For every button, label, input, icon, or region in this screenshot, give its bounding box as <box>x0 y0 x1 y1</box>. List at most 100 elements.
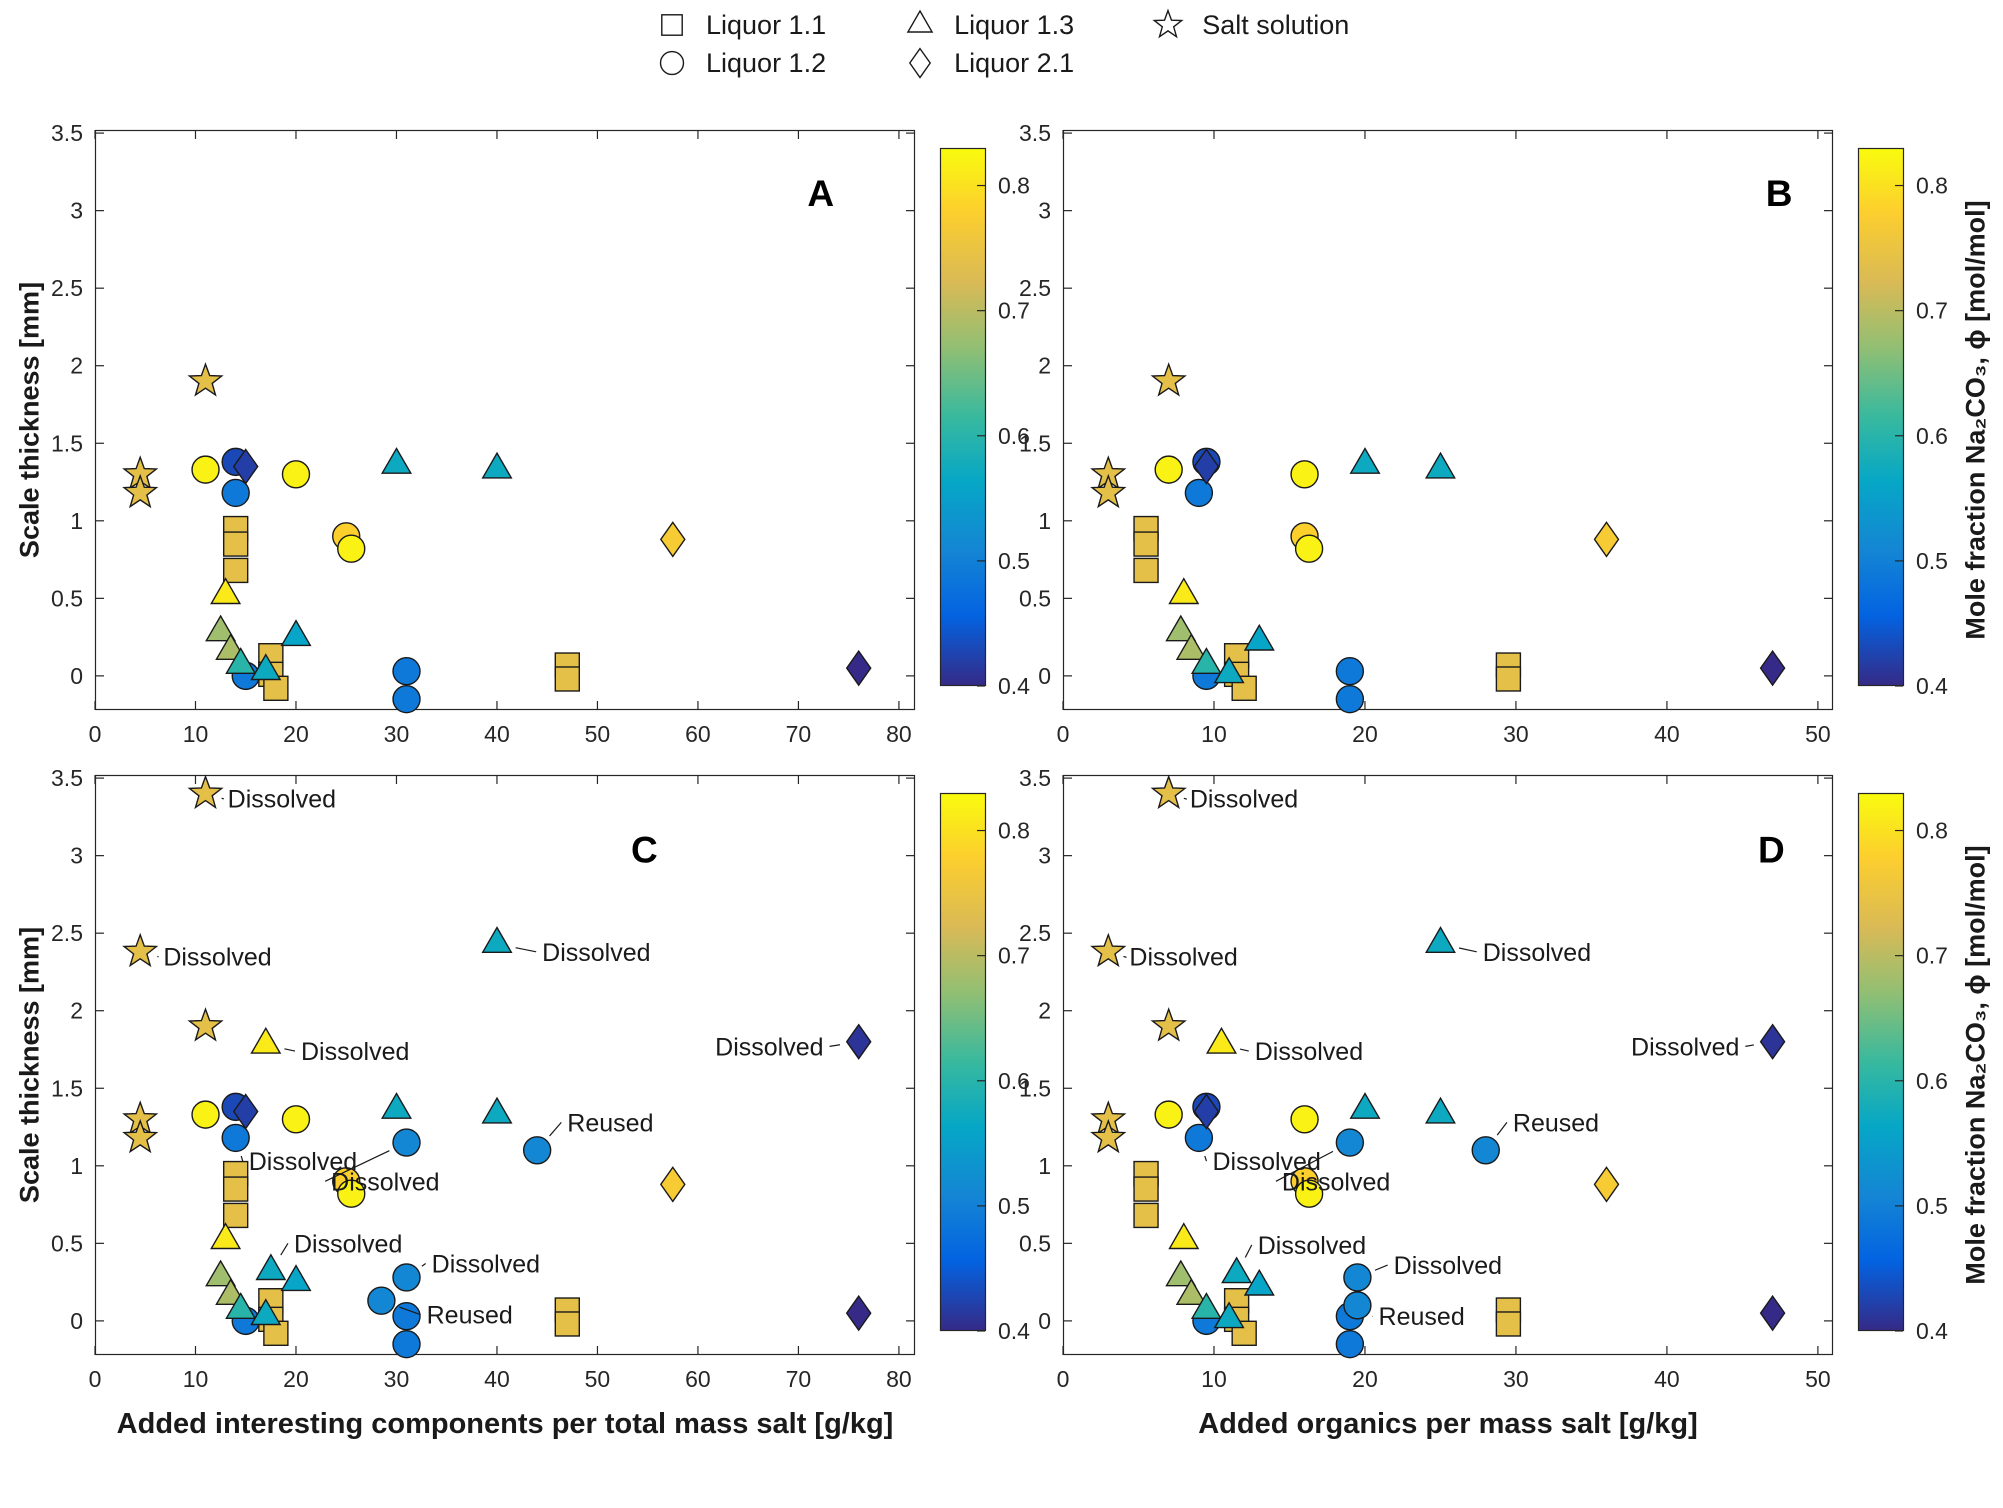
square-legend-icon <box>661 14 683 36</box>
y-tick-label: 1.5 <box>51 1075 83 1101</box>
annotation-label: Dissolved <box>1483 939 1591 967</box>
y-tick-label: 2.5 <box>1019 920 1051 946</box>
annotation-leader-line <box>1745 1044 1754 1047</box>
colorbar-tick-label: 0.7 <box>1916 943 1948 969</box>
y-tick-label: 3.5 <box>51 120 83 146</box>
colorbar-tick-label: 0.5 <box>998 548 1030 574</box>
colorbar-gradient <box>939 792 987 1332</box>
x-tick-label: 10 <box>183 721 209 747</box>
marker-star <box>1090 473 1127 509</box>
marker-circle <box>392 1263 421 1292</box>
marker-diamond <box>1759 1023 1786 1060</box>
x-tick-label: 0 <box>89 721 102 747</box>
marker-circle <box>1343 1291 1372 1320</box>
annotation-leader-line <box>399 1306 421 1316</box>
annotation-label: Dissolved <box>1212 1148 1320 1176</box>
marker-star <box>1152 8 1184 39</box>
x-tick-label: 40 <box>1654 721 1680 747</box>
diamond-legend-icon <box>909 47 932 79</box>
marker-triangle <box>1424 1096 1456 1124</box>
marker-square <box>1495 666 1522 692</box>
marker-circle <box>337 1179 366 1208</box>
marker-triangle <box>205 1259 237 1287</box>
annotation-leader-line <box>421 1263 426 1267</box>
annotation-label: Dissolved <box>1255 1038 1363 1066</box>
annotation-leader-line <box>549 1121 562 1137</box>
marker-triangle <box>210 577 242 605</box>
colorbar-tick-label: 0.8 <box>998 173 1030 199</box>
x-tick-label: 50 <box>585 1366 611 1392</box>
annotation-label: Dissolved <box>163 943 271 971</box>
y-tick-label: 0.5 <box>51 1230 83 1256</box>
legend-item-salt-solution: Salt solution <box>1146 7 1349 43</box>
axes-box <box>94 774 916 1356</box>
legend-item-liquor-1-3: Liquor 1.3 <box>898 7 1074 43</box>
annotation-label: Dissolved <box>1258 1232 1366 1260</box>
marker-circle <box>392 1329 421 1359</box>
colorbar-tick-label: 0.6 <box>998 1068 1030 1094</box>
y-tick-label: 2.5 <box>51 275 83 301</box>
annotation-label: Dissolved <box>432 1251 540 1279</box>
y-tick-label: 2.5 <box>51 920 83 946</box>
marker-circle <box>221 478 250 508</box>
marker-circle <box>659 50 685 76</box>
legend-item-label: Liquor 2.1 <box>954 47 1075 78</box>
legend-item-liquor-1-1: Liquor 1.1 <box>650 7 826 43</box>
marker-triangle <box>1213 1301 1245 1329</box>
x-tick-label: 50 <box>585 721 611 747</box>
marker-square <box>1495 1311 1522 1337</box>
x-tick-label: 20 <box>1352 721 1378 747</box>
colorbar-tick-label: 0.8 <box>1916 173 1948 199</box>
y-tick-label: 2.5 <box>1019 275 1051 301</box>
legend-item-label: Liquor 1.1 <box>706 9 827 40</box>
colorbar-tick-label: 0.4 <box>998 673 1030 699</box>
x-tick-label: 40 <box>484 1366 510 1392</box>
marker-triangle <box>1349 447 1381 474</box>
colorbar-tick-label: 0.6 <box>1916 423 1948 449</box>
marker-triangle <box>225 647 257 674</box>
x-tick-label: 10 <box>1201 1366 1227 1392</box>
marker-triangle <box>380 447 413 474</box>
y-tick-label: 1.5 <box>1019 1075 1051 1101</box>
x-axis-label-panel-c: Added interesting components per total m… <box>116 1408 894 1440</box>
colorbar-tick-label: 0.8 <box>998 818 1030 844</box>
x-tick-label: 10 <box>1201 721 1227 747</box>
marker-triangle <box>1165 1259 1197 1287</box>
marker-diamond <box>845 1023 872 1060</box>
x-tick-label: 20 <box>1352 1366 1378 1392</box>
colorbar-tick-label: 0.6 <box>1916 1068 1948 1094</box>
y-tick-label: 2 <box>70 998 83 1024</box>
x-tick-label: 60 <box>685 721 711 747</box>
scatter-panel-C: 0 10 20 30 40 50 60 70 80 0 0.5 1 1.5 2 2.5 3 3.5 Dissolv… <box>51 765 916 1392</box>
marker-circle <box>337 534 366 563</box>
panel-letter-D: D <box>1758 829 1785 870</box>
x-tick-label: 0 <box>89 1366 102 1392</box>
marker-square <box>1133 1202 1159 1229</box>
annotation-label: Dissolved <box>1631 1033 1739 1061</box>
marker-square <box>1133 557 1159 584</box>
legend-item-label: Liquor 1.2 <box>706 47 827 78</box>
colorbar-C: 0.4 0.5 0.6 0.7 0.8 <box>939 792 1030 1344</box>
marker-diamond <box>1759 1294 1786 1332</box>
y-tick-label: 0 <box>70 1308 83 1334</box>
marker-triangle <box>1243 1268 1275 1296</box>
marker-triangle <box>1424 926 1456 954</box>
annotation-label: Reused <box>567 1109 653 1137</box>
x-tick-label: 40 <box>1654 1366 1680 1392</box>
marker-circle <box>1290 460 1319 489</box>
y-axis-label-top: Scale thickness [mm] <box>14 281 45 559</box>
marker-circle <box>1343 1263 1372 1292</box>
marker-triangle <box>210 1222 242 1250</box>
marker-circle <box>1335 1329 1365 1359</box>
marker-triangle <box>280 1264 312 1292</box>
marker-diamond <box>232 448 259 485</box>
colorbar-label-bottom: Mole fraction Na₂CO₃, ϕ [mol/mol] <box>1960 845 1991 1285</box>
marker-triangle <box>250 1026 282 1054</box>
marker-diamond <box>659 1166 686 1203</box>
marker-triangle <box>1213 656 1245 684</box>
marker-diamond <box>909 47 932 79</box>
x-tick-label: 0 <box>1057 1366 1070 1392</box>
marker-star <box>1090 932 1127 968</box>
marker-triangle <box>280 619 312 647</box>
x-tick-label: 60 <box>685 1366 711 1392</box>
